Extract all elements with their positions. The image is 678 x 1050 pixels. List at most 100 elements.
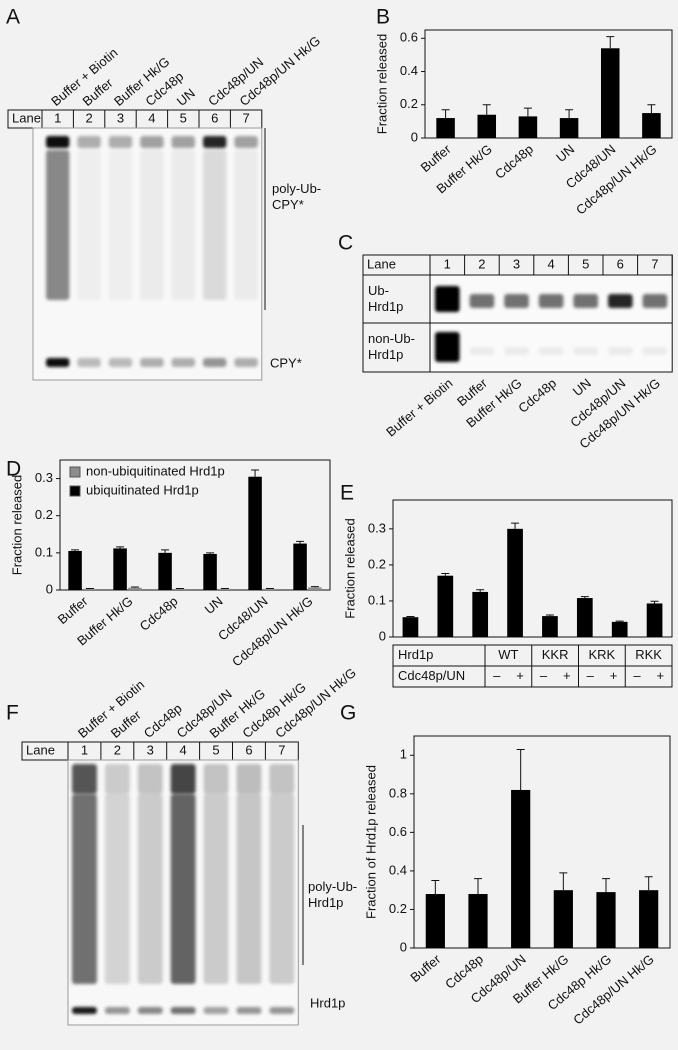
gel-smear (104, 764, 130, 794)
bar (576, 598, 593, 637)
y-tick-label: 0.4 (400, 63, 418, 78)
gel-band (170, 1007, 196, 1014)
gel-smear (269, 764, 295, 794)
plot-frame (392, 499, 673, 638)
gel-band (46, 358, 70, 367)
error-bar (431, 880, 440, 895)
error-bar (615, 620, 624, 622)
y-tick-label: 0.2 (389, 901, 407, 916)
y-tick-label: 0.8 (389, 785, 407, 800)
band-label: CPY* (270, 355, 302, 370)
gel-band (504, 347, 529, 355)
gel-band (234, 358, 258, 367)
group-label: RKK (635, 647, 662, 662)
gel-smear (203, 794, 229, 984)
panel-label: C (338, 232, 353, 255)
y-tick-label: 1 (400, 747, 407, 762)
error-bar (251, 469, 260, 477)
y-axis-label: Fraction of Hrd1p released (363, 765, 378, 919)
lane-number: 5 (212, 742, 219, 757)
y-tick-label: 0.3 (35, 470, 53, 485)
row-label: Ub-Hrd1p (368, 283, 403, 314)
gel-band (77, 136, 101, 148)
treatment-label: – (493, 668, 501, 683)
lane-number: 4 (547, 256, 554, 271)
error-bar (206, 552, 215, 554)
gel-band (140, 358, 164, 367)
gel-smear (137, 794, 163, 984)
lane-number: 2 (114, 742, 121, 757)
gel-band (46, 136, 70, 148)
row-label: non-Ub-Hrd1p (368, 331, 415, 362)
error-bar (441, 573, 450, 576)
y-tick-label: 0.1 (35, 544, 53, 559)
error-bar (482, 104, 491, 115)
bar (596, 892, 616, 948)
gel-band (538, 347, 564, 355)
bar (68, 551, 82, 590)
y-axis-label: Fraction released (342, 518, 357, 618)
bar (477, 114, 497, 138)
bar (83, 588, 97, 590)
y-tick-label: 0 (400, 939, 407, 954)
gel-band (269, 1007, 295, 1014)
bar (308, 587, 322, 590)
y-tick-label: 0.2 (368, 556, 386, 571)
y-axis-label: Fraction released (9, 475, 24, 575)
gel-smear (46, 150, 70, 300)
bar (472, 591, 489, 637)
panel-label: E (340, 482, 354, 505)
treatment-label: + (610, 668, 618, 683)
legend-label: ubiquitinated Hrd1p (86, 482, 199, 497)
group-label: KKR (542, 647, 569, 662)
bar (511, 789, 531, 948)
bar (518, 116, 538, 138)
bar (559, 118, 579, 138)
lane-number: 6 (617, 256, 624, 271)
lane-header: Lane (367, 256, 396, 271)
lane-number: 2 (85, 110, 92, 125)
error-bar (516, 748, 525, 790)
band-label: Hrd1p (310, 995, 345, 1010)
gel-smear (203, 764, 229, 794)
lane-number: 1 (444, 256, 451, 271)
gel-smear (170, 764, 196, 794)
error-bar (511, 522, 520, 529)
panel-label: A (6, 6, 20, 29)
legend-swatch (69, 466, 81, 478)
lane-number: 4 (148, 110, 155, 125)
y-axis-label: Fraction released (374, 34, 389, 134)
panel-label: F (6, 702, 19, 725)
y-tick-label: 0.6 (400, 30, 418, 45)
gel-band (236, 1007, 262, 1014)
bar (128, 587, 142, 590)
gel-frame (362, 254, 673, 373)
gel-band (203, 136, 227, 148)
lane-number: 4 (180, 742, 187, 757)
error-bar (161, 549, 170, 553)
gel-smear (203, 150, 227, 300)
gel-band (608, 294, 633, 308)
error-bar (130, 586, 139, 588)
gel-band (642, 347, 668, 355)
gel-smear (72, 764, 97, 794)
y-tick-label: 0.4 (389, 862, 407, 877)
y-tick-label: 0.2 (35, 507, 53, 522)
treatment-label: – (633, 668, 641, 683)
error-bar (602, 878, 610, 893)
error-bar (116, 546, 125, 549)
lane-number: 5 (180, 110, 187, 125)
error-bar (650, 600, 659, 604)
gel-band (171, 136, 195, 148)
error-bar (441, 109, 450, 119)
band-label: poly-Ub-Hrd1p (308, 879, 357, 910)
bar (611, 621, 628, 637)
gel-smear (108, 150, 133, 300)
bar (263, 588, 277, 590)
treatment-label: – (587, 668, 595, 683)
bar (468, 894, 488, 948)
bar (553, 890, 573, 948)
error-bar (474, 878, 482, 895)
